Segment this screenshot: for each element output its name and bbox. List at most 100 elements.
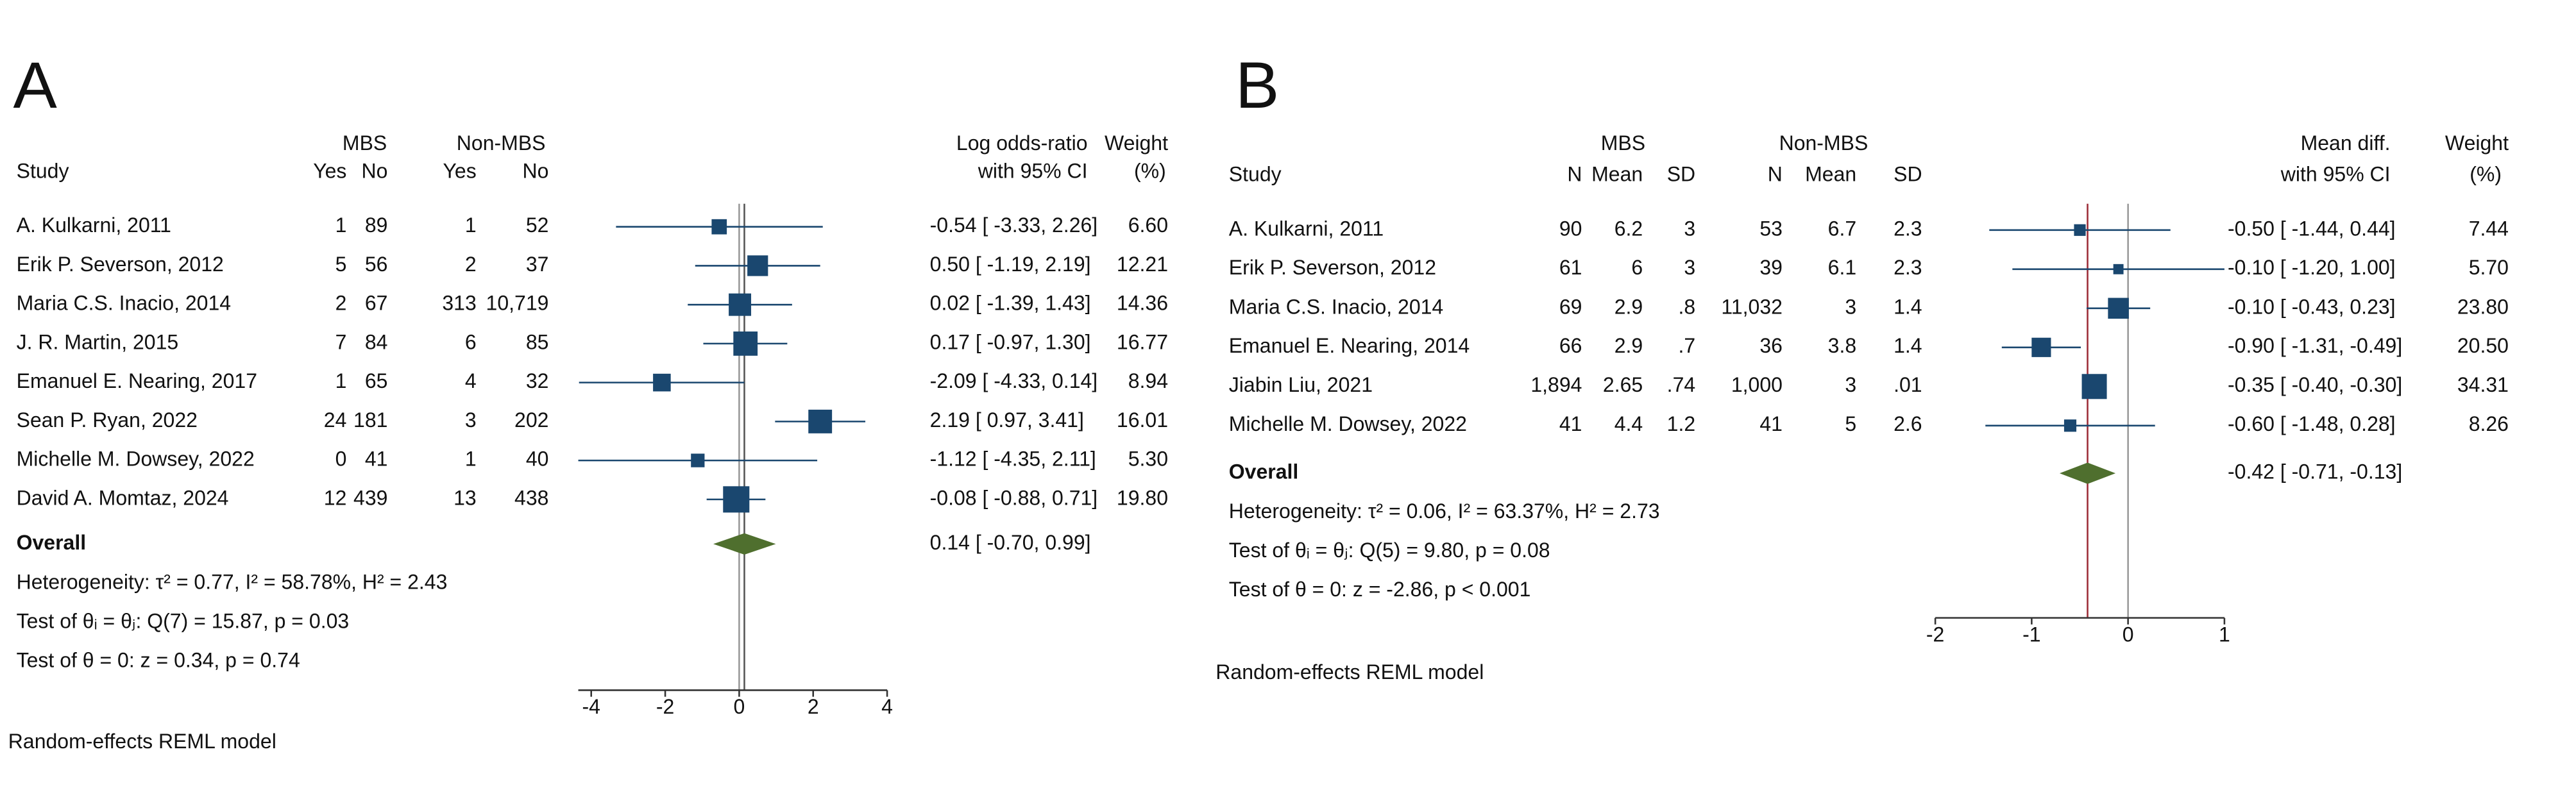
- table-cell: 4.4: [1614, 412, 1643, 435]
- table-cell: 3: [465, 408, 477, 432]
- table-cell: 10,719: [486, 292, 549, 315]
- weight-label: 5.30: [1128, 448, 1168, 471]
- table-cell: 0: [335, 448, 347, 471]
- x-tick-label: -4: [582, 695, 600, 718]
- table-cell: 2.6: [1894, 412, 1922, 435]
- estimate-label: 0.50 [ -1.19, 2.19]: [930, 253, 1091, 276]
- effect-marker: [2074, 224, 2086, 236]
- table-cell: 1: [335, 369, 347, 392]
- estimate-label: -0.50 [ -1.44, 0.44]: [2228, 217, 2396, 240]
- column-group-header: MBS: [1601, 131, 1645, 155]
- estimate-label: -2.09 [ -4.33, 0.14]: [930, 369, 1098, 392]
- table-cell: 3.8: [1828, 334, 1857, 357]
- column-group-header: MBS: [343, 131, 387, 155]
- table-cell: 1: [465, 448, 477, 471]
- effect-marker: [2113, 264, 2124, 274]
- x-tick-label: -2: [1926, 623, 1944, 646]
- table-cell: 6: [1631, 256, 1643, 279]
- table-cell: 2.3: [1894, 256, 1922, 279]
- table-cell: .01: [1894, 373, 1922, 396]
- table-cell: 6.1: [1828, 256, 1857, 279]
- table-cell: 3: [1684, 256, 1695, 279]
- study-label: Erik P. Severson, 2012: [17, 253, 224, 276]
- estimate-header: Mean diff.: [2301, 131, 2391, 155]
- x-tick-label: 0: [733, 695, 745, 718]
- table-cell: 6.7: [1828, 217, 1857, 240]
- estimate-header: Log odds-ratio: [956, 131, 1088, 155]
- table-cell: 439: [353, 486, 387, 509]
- column-header: No: [362, 160, 388, 183]
- column-header: Mean: [1805, 163, 1856, 186]
- column-group-header: Non-MBS: [1779, 131, 1868, 155]
- study-label: Emanuel E. Nearing, 2017: [17, 369, 257, 392]
- table-cell: 1: [335, 214, 347, 237]
- column-header: No: [523, 160, 549, 183]
- table-cell: 85: [526, 330, 549, 353]
- effect-marker: [2031, 337, 2051, 357]
- table-cell: 2.9: [1614, 334, 1643, 357]
- note: Heterogeneity: τ² = 0.06, I² = 63.37%, H…: [1229, 499, 1660, 523]
- table-cell: 66: [1559, 334, 1582, 357]
- x-tick-label: 2: [808, 695, 819, 718]
- table-cell: 1,000: [1731, 373, 1783, 396]
- weight-label: 19.80: [1117, 486, 1168, 509]
- table-cell: 11,032: [1721, 295, 1783, 318]
- study-label: Jiabin Liu, 2021: [1229, 373, 1373, 396]
- table-cell: 202: [514, 408, 548, 432]
- footnote: Random-effects REML model: [8, 730, 276, 753]
- table-cell: 3: [1845, 295, 1856, 318]
- table-cell: 40: [526, 448, 549, 471]
- table-cell: 36: [1759, 334, 1783, 357]
- estimate-header: with 95% CI: [978, 160, 1088, 183]
- weight-header: (%): [2470, 163, 2502, 186]
- weight-label: 5.70: [2469, 256, 2509, 279]
- effect-marker: [711, 219, 727, 235]
- overall-estimate-label: 0.14 [ -0.70, 0.99]: [930, 531, 1091, 554]
- table-cell: 67: [365, 292, 388, 315]
- weight-label: 16.77: [1117, 330, 1168, 353]
- effect-marker: [808, 409, 833, 433]
- study-label: Maria C.S. Inacio, 2014: [1229, 295, 1443, 318]
- effect-marker: [733, 331, 758, 356]
- overall-label: Overall: [17, 531, 87, 554]
- table-cell: 1.2: [1667, 412, 1696, 435]
- table-cell: 2: [335, 292, 347, 315]
- weight-label: 16.01: [1117, 408, 1168, 432]
- weight-label: 23.80: [2457, 295, 2509, 318]
- weight-header: Weight: [1105, 131, 1168, 155]
- table-cell: 2: [465, 253, 477, 276]
- study-label: Michelle M. Dowsey, 2022: [1229, 412, 1467, 435]
- estimate-label: -0.10 [ -1.20, 1.00]: [2228, 256, 2396, 279]
- weight-header: Weight: [2445, 131, 2509, 155]
- table-cell: 65: [365, 369, 388, 392]
- table-cell: 37: [526, 253, 549, 276]
- effect-marker: [653, 373, 671, 392]
- weight-label: 8.26: [2469, 412, 2509, 435]
- estimate-label: -0.54 [ -3.33, 2.26]: [930, 214, 1098, 237]
- weight-label: 7.44: [2469, 217, 2509, 240]
- study-label: Sean P. Ryan, 2022: [17, 408, 198, 432]
- x-tick-label: 0: [2123, 623, 2134, 646]
- table-cell: 41: [1759, 412, 1783, 435]
- overall-label: Overall: [1229, 460, 1299, 483]
- estimate-header: with 95% CI: [2280, 163, 2391, 186]
- table-cell: 56: [365, 253, 388, 276]
- table-cell: 181: [353, 408, 387, 432]
- note: Test of θᵢ = θⱼ: Q(5) = 9.80, p = 0.08: [1229, 539, 1550, 562]
- effect-marker: [747, 255, 768, 276]
- table-cell: 438: [514, 486, 548, 509]
- table-cell: 89: [365, 214, 388, 237]
- estimate-label: -0.60 [ -1.48, 0.28]: [2228, 412, 2396, 435]
- panel-label: A: [13, 48, 57, 122]
- table-cell: 1.4: [1894, 334, 1922, 357]
- study-label: A. Kulkarni, 2011: [17, 214, 171, 237]
- estimate-label: -1.12 [ -4.35, 2.11]: [930, 448, 1096, 471]
- effect-marker: [723, 486, 750, 513]
- column-group-header: Non-MBS: [457, 131, 546, 155]
- table-cell: 2.9: [1614, 295, 1643, 318]
- table-cell: 2.3: [1894, 217, 1922, 240]
- column-header: SD: [1894, 163, 1922, 186]
- table-cell: 39: [1759, 256, 1783, 279]
